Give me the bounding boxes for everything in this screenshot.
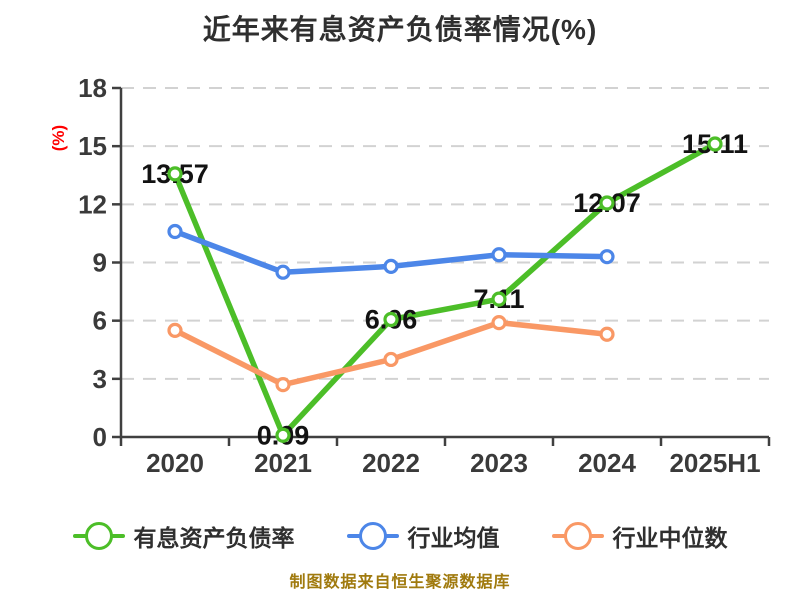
data-point-marker <box>491 247 507 263</box>
data-point-marker <box>491 291 507 307</box>
x-tick-label: 2021 <box>254 448 312 478</box>
legend-line-marker-icon <box>72 521 125 551</box>
x-tick-label: 2025H1 <box>669 448 760 478</box>
x-tick-label: 2020 <box>146 448 204 478</box>
legend-item-industry-median: 行业中位数 <box>551 519 728 553</box>
y-tick-label: 15 <box>78 131 107 161</box>
data-point-marker <box>167 322 183 338</box>
data-point-marker <box>275 264 291 280</box>
data-point-marker <box>491 315 507 331</box>
data-point-marker <box>275 377 291 393</box>
legend-label: 行业中位数 <box>612 525 728 551</box>
y-tick-label: 3 <box>93 364 107 394</box>
x-tick-label: 2022 <box>362 448 420 478</box>
data-source-note: 制图数据来自恒生聚源数据库 <box>289 574 511 591</box>
chart-legend: 有息资产负债率 行业均值 行业中位数 <box>0 519 800 553</box>
data-point-marker <box>599 326 615 342</box>
data-point-marker <box>707 136 723 152</box>
x-tick-label: 2023 <box>470 448 528 478</box>
data-point-marker <box>167 166 183 182</box>
data-point-marker <box>275 427 291 443</box>
line-chart-plot-area: 0369121518202020212022202320242025H113.5… <box>78 73 771 478</box>
data-point-marker <box>599 195 615 211</box>
y-tick-label: 0 <box>93 422 107 452</box>
series-line <box>172 141 718 439</box>
data-point-marker <box>383 351 399 368</box>
y-tick-label: 6 <box>93 306 107 336</box>
data-point-marker <box>599 249 615 265</box>
x-tick-label: 2024 <box>578 448 636 478</box>
y-tick-label: 12 <box>78 189 107 219</box>
y-tick-label: 9 <box>93 248 107 278</box>
y-tick-label: 18 <box>78 73 107 103</box>
chart-title: 近年来有息资产负债率情况(%) <box>202 14 598 45</box>
legend-label: 行业均值 <box>407 525 500 551</box>
legend-item-main-series: 有息资产负债率 <box>72 519 295 553</box>
legend-line-marker-icon <box>551 521 604 551</box>
legend-label: 有息资产负债率 <box>133 525 295 551</box>
data-point-marker <box>383 258 399 274</box>
data-point-marker <box>167 223 183 240</box>
legend-line-marker-icon <box>346 521 399 551</box>
legend-item-industry-mean: 行业均值 <box>346 519 500 553</box>
data-point-marker <box>383 311 399 328</box>
